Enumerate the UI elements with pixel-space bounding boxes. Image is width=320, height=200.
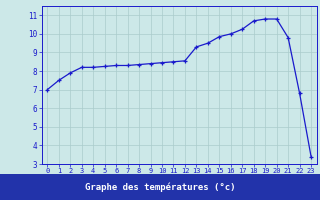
Text: Graphe des températures (°c): Graphe des températures (°c): [85, 182, 235, 192]
